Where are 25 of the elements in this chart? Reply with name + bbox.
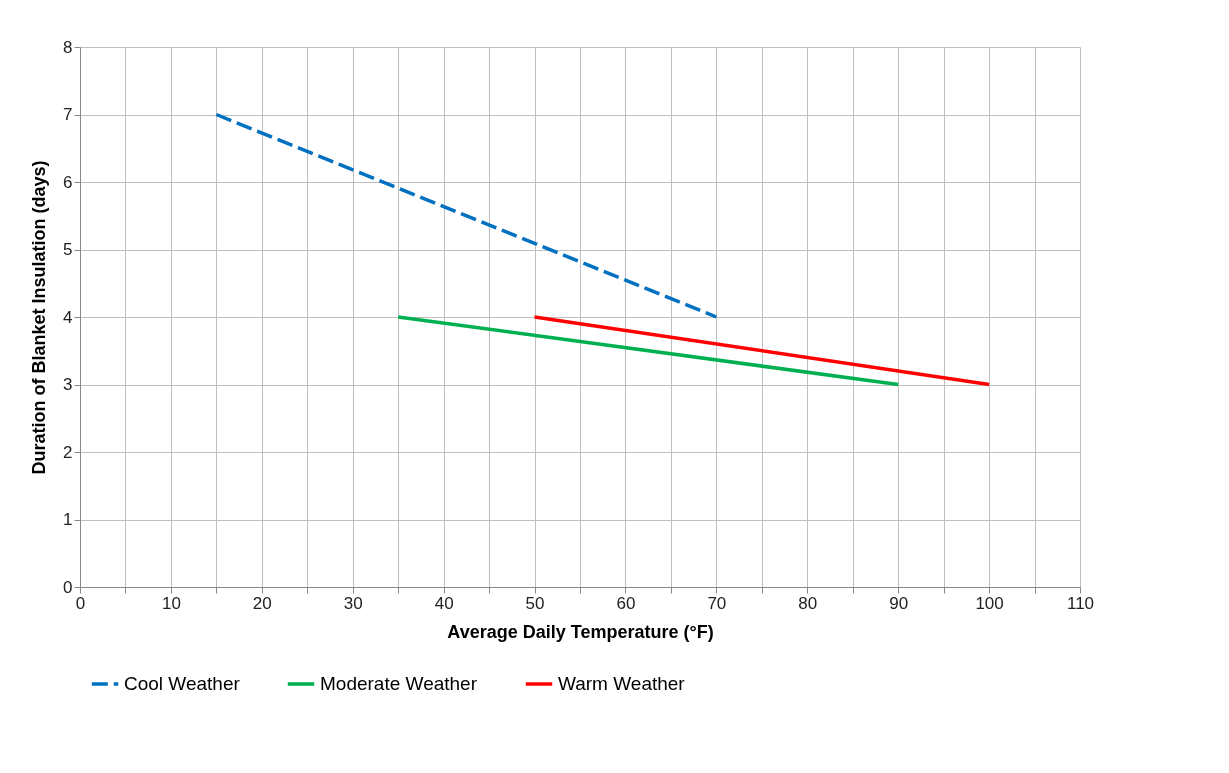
y-tick-label: 5 xyxy=(63,240,73,259)
y-tick-label: 4 xyxy=(63,307,73,327)
y-tick-label: 3 xyxy=(63,375,73,394)
legend-label: Cool Weather xyxy=(124,673,241,694)
x-tick-label: 80 xyxy=(798,593,818,613)
x-tick-label: 100 xyxy=(975,593,1004,613)
y-tick-label: 2 xyxy=(63,442,73,462)
x-tick-label: 10 xyxy=(161,593,181,613)
y-tick-label: 8 xyxy=(63,37,73,57)
x-tick-label: 40 xyxy=(434,593,454,613)
y-tick-label: 7 xyxy=(63,105,73,124)
x-tick-label: 110 xyxy=(1066,593,1095,613)
legend-label: Moderate Weather xyxy=(320,673,478,694)
x-axis-title: Average Daily Temperature (°F) xyxy=(447,621,714,642)
y-axis-title: Duration of Blanket Insulation (days) xyxy=(29,160,50,475)
x-tick-label: 60 xyxy=(616,593,636,613)
y-tick-label: 0 xyxy=(63,577,73,597)
legend-label: Warm Weather xyxy=(558,673,686,694)
x-tick-label: 70 xyxy=(707,593,727,613)
x-tick-label: 90 xyxy=(889,593,909,613)
y-tick-label: 1 xyxy=(63,510,73,529)
x-tick-label: 30 xyxy=(343,593,363,613)
y-tick-label: 6 xyxy=(63,172,73,192)
x-tick-label: 20 xyxy=(252,593,272,613)
x-tick-label: 50 xyxy=(525,593,545,613)
